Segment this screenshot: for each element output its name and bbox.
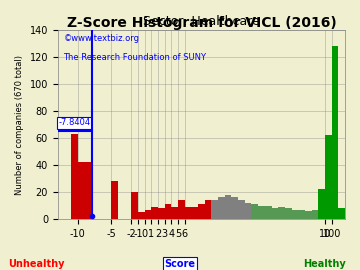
Bar [178, 200, 185, 219]
Bar [158, 208, 165, 219]
Y-axis label: Number of companies (670 total): Number of companies (670 total) [15, 55, 24, 195]
Bar [338, 208, 345, 219]
Bar [192, 207, 198, 219]
Bar [325, 135, 332, 219]
Text: -7.8404: -7.8404 [58, 118, 90, 127]
Bar [225, 195, 231, 219]
Title: Z-Score Histogram for VICL (2016): Z-Score Histogram for VICL (2016) [67, 16, 336, 30]
Bar [238, 200, 245, 219]
Bar [312, 210, 318, 219]
Bar [252, 204, 258, 219]
Bar [332, 46, 338, 219]
Bar [165, 204, 171, 219]
Bar [85, 162, 91, 219]
Bar [278, 207, 285, 219]
Text: Score: Score [165, 259, 195, 269]
Bar [138, 212, 145, 219]
Bar [78, 162, 85, 219]
Bar [131, 192, 138, 219]
Bar [171, 207, 178, 219]
Bar [318, 189, 325, 219]
Bar [292, 210, 298, 219]
Bar [265, 205, 271, 219]
Bar [258, 205, 265, 219]
Text: The Research Foundation of SUNY: The Research Foundation of SUNY [63, 53, 207, 62]
Bar [231, 197, 238, 219]
Bar [285, 208, 292, 219]
Text: Healthy: Healthy [303, 259, 345, 269]
Bar [185, 207, 192, 219]
Text: ©www.textbiz.org: ©www.textbiz.org [63, 34, 140, 43]
Bar [305, 211, 312, 219]
Bar [111, 181, 118, 219]
Bar [211, 200, 218, 219]
Bar [145, 210, 151, 219]
Bar [71, 134, 78, 219]
Text: Unhealthy: Unhealthy [8, 259, 64, 269]
Bar [205, 200, 211, 219]
Bar [245, 203, 252, 219]
Text: Sector: Healthcare: Sector: Healthcare [143, 15, 260, 28]
Bar [151, 207, 158, 219]
Bar [198, 204, 205, 219]
Bar [271, 208, 278, 219]
Bar [298, 210, 305, 219]
Bar [218, 197, 225, 219]
